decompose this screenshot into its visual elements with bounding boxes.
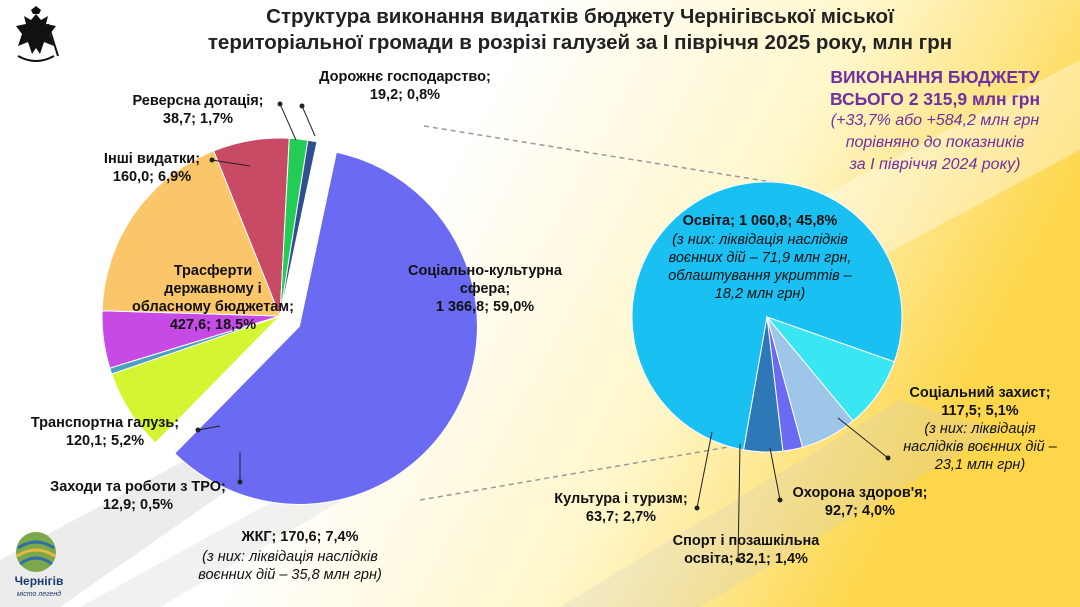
data-label-other: Інші видатки; 160,0; 6,9% (92, 150, 212, 186)
leader-line-health (769, 447, 781, 501)
label-line: 12,9; 0,5% (102, 497, 174, 513)
connector-line-top (423, 125, 791, 186)
coat-of-arms-logo (6, 6, 66, 70)
label-line: 117,5; 5,1% (941, 403, 1019, 419)
note-line: воєнних дій – 71,9 млн грн, (668, 250, 852, 266)
label-line: 63,7; 2,7% (585, 509, 657, 525)
note-line: 18,2 млн грн) (714, 286, 806, 302)
note-line: наслідків воєнних дій – (903, 439, 1057, 455)
city-logo-tagline: місто легенд (17, 590, 61, 598)
data-label-zhkg: ЖКГ; 170,6; 7,4% (200, 528, 400, 546)
note-line: воєнних дій – 35,8 млн грн) (198, 567, 382, 583)
data-label-social-protection: Соціальний захист; 117,5; 5,1% (890, 384, 1070, 420)
summary-line-4: порівняно до показників (845, 134, 1025, 151)
label-line: Реверсна дотація; (132, 93, 264, 109)
pie-slice-roads (279, 139, 318, 317)
note-line: (з них: ліквідація (924, 421, 1036, 437)
label-line: 38,7; 1,7% (162, 111, 234, 127)
note-social-protection-note: (з них: ліквідація наслідків воєнних дій … (880, 420, 1080, 474)
label-line: 160,0; 6,9% (112, 169, 192, 185)
summary-line-2: ВСЬОГО 2 315,9 млн грн (829, 89, 1041, 109)
leader-dot-roads (299, 103, 305, 109)
label-line: Заходи та роботи з ТРО; (50, 479, 226, 495)
label-line: освіта; 32,1; 1,4% (684, 551, 808, 567)
city-logo-name: Чернігів (15, 574, 64, 588)
leader-line-culture (696, 431, 713, 509)
label-line: сфера; (459, 281, 511, 297)
label-line: Спорт і позашкільна (672, 533, 820, 549)
chart-title-line-2: територіальної громади в розрізі галузей… (207, 31, 953, 54)
leader-dot-social-protection (885, 455, 891, 461)
data-label-roads: Дорожнє господарство; 19,2; 0,8% (290, 68, 520, 104)
data-label-transfers: Трасферти державному і обласному бюджетам;… (118, 262, 308, 334)
data-label-sport: Спорт і позашкільна освіта; 32,1; 1,4% (656, 532, 836, 568)
summary-line-5: за І півріччя 2024 року) (849, 156, 1021, 173)
data-label-education: Освіта; 1 060,8; 45,8% (640, 212, 880, 230)
leader-dot-reverse (277, 101, 283, 107)
label-line: Транспортна галузь; (30, 415, 180, 431)
leader-dot-other (209, 157, 215, 163)
label-line: Дорожнє господарство; (319, 69, 491, 85)
leader-line-transport (197, 425, 221, 431)
data-label-health: Охорона здоров'я; 92,7; 4,0% (770, 484, 950, 520)
label-line: Культура і туризм; (554, 491, 688, 507)
summary-line-1: ВИКОНАННЯ БЮДЖЕТУ (830, 67, 1040, 87)
note-line: 23,1 млн грн) (934, 457, 1026, 473)
leader-line-roads (301, 105, 316, 137)
note-line: (з них: ліквідація наслідків (202, 549, 378, 565)
note-line: облаштування укриттів – (668, 268, 852, 284)
label-line: 120,1; 5,2% (65, 433, 145, 449)
label-line: ЖКГ; 170,6; 7,4% (241, 529, 359, 545)
summary-line-3: (+33,7% або +584,2 млн грн (830, 112, 1040, 129)
leader-line-reverse (279, 103, 297, 141)
label-line: Охорона здоров'я; (792, 485, 928, 501)
label-line: 92,7; 4,0% (824, 503, 896, 519)
pie-slice-transfers (101, 150, 281, 317)
subpie-slice-culture (743, 316, 784, 453)
leader-line-sport (737, 443, 741, 561)
label-line: Освіта; 1 060,8; 45,8% (682, 213, 838, 229)
leader-dot-health (777, 497, 783, 503)
budget-total-summary: ВИКОНАННЯ БЮДЖЕТУ ВСЬОГО 2 315,9 млн грн… (790, 66, 1080, 176)
note-zhkg-note: (з них: ліквідація наслідків воєнних дій … (160, 548, 420, 584)
data-label-reverse: Реверсна дотація; 38,7; 1,7% (108, 92, 288, 128)
pie-slice-social (173, 151, 478, 505)
data-label-transport: Транспортна галузь; 120,1; 5,2% (10, 414, 200, 450)
city-logo: Чернігів місто легенд (15, 532, 64, 598)
note-line: (з них: ліквідація наслідків (672, 232, 848, 248)
data-label-culture: Культура і туризм; 63,7; 2,7% (546, 490, 696, 526)
label-line: обласному бюджетам; (132, 299, 294, 315)
label-line: 427,6; 18,5% (169, 317, 257, 333)
note-education-note: (з них: ліквідація наслідків воєнних дій … (640, 231, 880, 303)
leader-line-social-protection (837, 417, 889, 459)
leader-dot-tro (237, 479, 243, 485)
chart-title-line-1: Структура виконання видатків бюджету Чер… (266, 5, 894, 28)
label-line: 19,2; 0,8% (369, 87, 441, 103)
label-line: 1 366,8; 59,0% (435, 299, 535, 315)
leader-dot-sport (735, 557, 741, 563)
label-line: державному і (164, 281, 262, 297)
label-line: Соціальний захист; (909, 385, 1051, 401)
label-line: Соціально-культурна (408, 263, 562, 279)
connector-line-bottom (419, 444, 741, 501)
leader-dot-culture (694, 505, 700, 511)
subpie-slice-education (631, 181, 903, 451)
label-line: Інші видатки; (103, 151, 201, 167)
leader-line-other (211, 159, 251, 167)
leader-dot-transport (195, 427, 201, 433)
label-line: Трасферти (173, 263, 253, 279)
data-label-social: Соціально-культурна сфера; 1 366,8; 59,0% (380, 262, 590, 316)
data-label-tro: Заходи та роботи з ТРО; 12,9; 0,5% (18, 478, 258, 514)
